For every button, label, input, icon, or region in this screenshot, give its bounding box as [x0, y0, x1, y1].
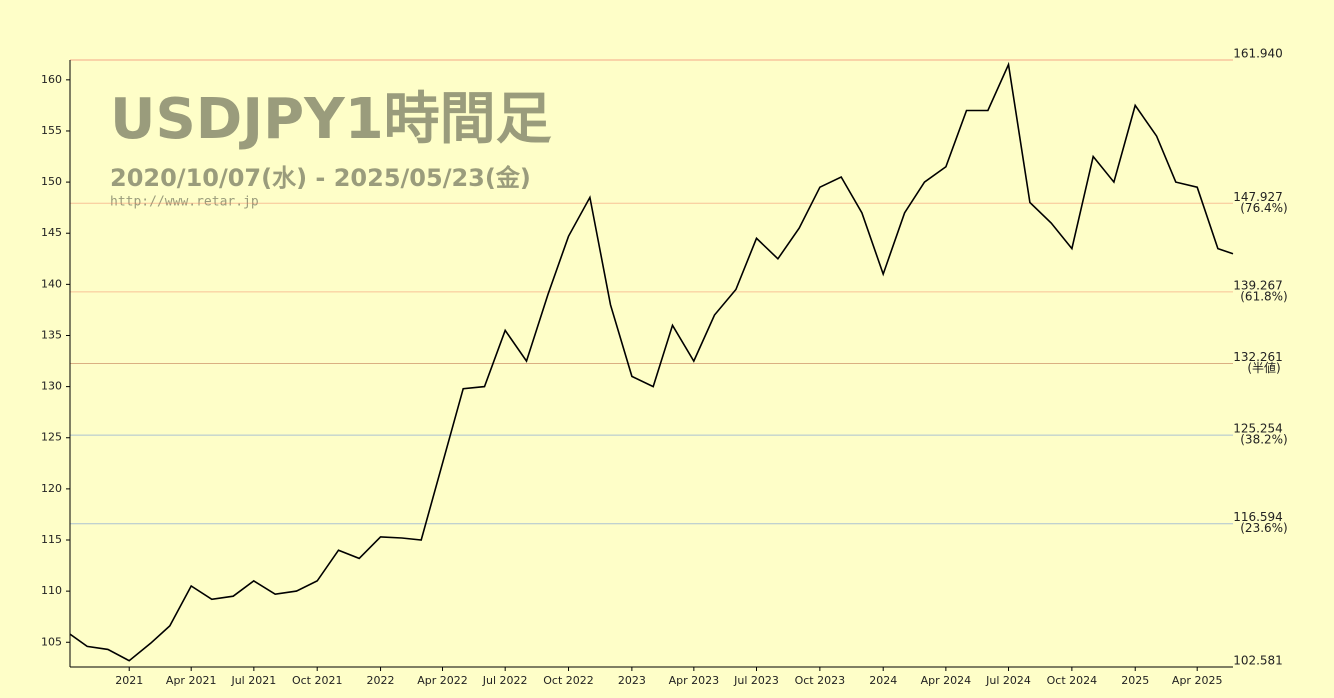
x-tick-label: 2022 [367, 674, 395, 687]
y-tick-label: 120 [41, 482, 62, 495]
x-tick-label: Apr 2021 [166, 674, 217, 687]
level-note: (76.4%) [1240, 201, 1287, 215]
x-tick-label: 2024 [869, 674, 897, 687]
x-tick-label: Oct 2021 [292, 674, 343, 687]
y-tick-label: 160 [41, 73, 62, 86]
y-tick-label: 155 [41, 124, 62, 137]
level-label: 161.940 [1233, 47, 1283, 61]
x-tick-label: Apr 2024 [921, 674, 972, 687]
y-tick-label: 145 [41, 226, 62, 239]
level-label: 147.927 [1233, 190, 1283, 204]
y-tick-label: 105 [41, 635, 62, 648]
x-tick-label: Oct 2024 [1047, 674, 1098, 687]
plot: 161.940 147.927(76.4%) 139.267(61.8%) 132.2… [41, 47, 1288, 688]
x-tick-label: 2025 [1121, 674, 1149, 687]
chart-subtitle: 2020/10/07(水) - 2025/05/23(金) [110, 164, 531, 192]
y-tick-label: 150 [41, 175, 62, 188]
y-tick-label: 110 [41, 584, 62, 597]
y-tick-label: 140 [41, 277, 62, 290]
chart-title: USDJPY1時間足 [110, 87, 552, 152]
x-tick-label: Apr 2025 [1172, 674, 1223, 687]
level-note: (38.2%) [1240, 433, 1287, 447]
x-tick-label: Jul 2021 [230, 674, 276, 687]
x-tick-label: Jul 2022 [482, 674, 528, 687]
x-tick-label: 2021 [115, 674, 143, 687]
x-tick-label: Jul 2023 [733, 674, 779, 687]
y-tick-label: 135 [41, 328, 62, 341]
level-label: 102.581 [1233, 654, 1283, 668]
x-tick-label: 2023 [618, 674, 646, 687]
x-tick-label: Oct 2023 [795, 674, 846, 687]
y-tick-label: 115 [41, 533, 62, 546]
y-tick-label: 130 [41, 380, 62, 393]
x-tick-label: Apr 2023 [669, 674, 720, 687]
y-tick-label: 125 [41, 431, 62, 444]
x-tick-label: Apr 2022 [417, 674, 468, 687]
level-note: (23.6%) [1240, 521, 1287, 535]
x-tick-label: Jul 2024 [985, 674, 1031, 687]
level-note: (61.8%) [1240, 289, 1287, 303]
source: http://www.retar.jp [110, 195, 259, 210]
level-label: 132.261 [1233, 350, 1283, 364]
x-tick-label: Oct 2022 [543, 674, 594, 687]
level-label: 139.267 [1233, 278, 1283, 292]
level-note: (半値) [1247, 360, 1280, 375]
level-label: 116.594 [1233, 510, 1283, 524]
price-line [69, 61, 1234, 662]
level-label: 125.254 [1233, 422, 1283, 436]
